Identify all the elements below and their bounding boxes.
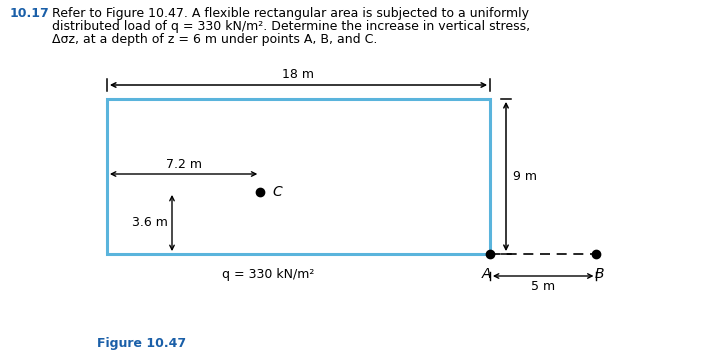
Text: Δσz, at a depth of z = 6 m under points A, B, and C.: Δσz, at a depth of z = 6 m under points … — [52, 33, 377, 46]
Text: q = 330 kN/m²: q = 330 kN/m² — [222, 268, 314, 281]
Bar — [107, 99, 490, 254]
Text: 10.17: 10.17 — [10, 7, 50, 20]
Text: Figure 10.47: Figure 10.47 — [97, 337, 186, 350]
Text: 5 m: 5 m — [531, 280, 555, 293]
Text: B: B — [595, 267, 604, 281]
Text: 9 m: 9 m — [513, 170, 537, 183]
Text: C: C — [272, 185, 282, 199]
Text: distributed load of q = 330 kN/m². Determine the increase in vertical stress,: distributed load of q = 330 kN/m². Deter… — [52, 20, 530, 33]
Text: 18 m: 18 m — [282, 68, 315, 81]
Text: Refer to Figure 10.47. A flexible rectangular area is subjected to a uniformly: Refer to Figure 10.47. A flexible rectan… — [52, 7, 529, 20]
Text: 7.2 m: 7.2 m — [166, 158, 202, 171]
Text: A: A — [481, 267, 491, 281]
Text: 3.6 m: 3.6 m — [132, 216, 168, 230]
